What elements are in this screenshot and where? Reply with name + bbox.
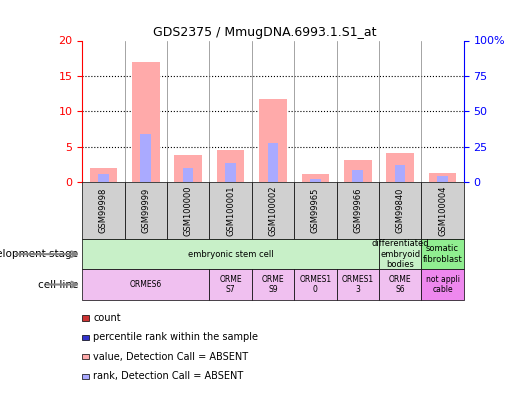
Bar (252, 269, 294, 300)
Bar (429, 173, 456, 182)
Text: GSM99999: GSM99999 (142, 188, 150, 233)
Text: value, Detection Call = ABSENT: value, Detection Call = ABSENT (93, 352, 249, 362)
Text: rank, Detection Call = ABSENT: rank, Detection Call = ABSENT (93, 371, 243, 381)
Bar (125, 182, 167, 239)
Text: ORME
S6: ORME S6 (389, 275, 411, 294)
Text: ORMES1
3: ORMES1 3 (342, 275, 374, 294)
Text: GSM99998: GSM99998 (99, 188, 108, 233)
Bar (252, 182, 294, 239)
Bar (437, 176, 448, 182)
Bar (302, 175, 329, 182)
Text: ORMES6: ORMES6 (130, 280, 162, 289)
Text: percentile rank within the sample: percentile rank within the sample (93, 333, 258, 342)
Text: ORME
S7: ORME S7 (219, 275, 242, 294)
Bar (352, 170, 363, 182)
Text: not appli
cable: not appli cable (426, 275, 460, 294)
Text: ORMES1
0: ORMES1 0 (299, 275, 331, 294)
Bar (310, 179, 321, 182)
Text: GSM99840: GSM99840 (396, 188, 404, 233)
Bar (395, 165, 405, 182)
Text: GSM100004: GSM100004 (438, 185, 447, 236)
Bar (140, 134, 151, 182)
Bar (379, 239, 421, 269)
Bar (225, 163, 236, 182)
Bar (132, 62, 160, 182)
Bar (82, 239, 379, 269)
Text: GSM99965: GSM99965 (311, 188, 320, 233)
Text: cell line: cell line (38, 279, 78, 290)
Bar (90, 168, 117, 182)
Bar (209, 182, 252, 239)
Bar (421, 269, 464, 300)
Bar (344, 160, 372, 182)
Bar (337, 182, 379, 239)
Bar (294, 269, 337, 300)
Bar (421, 182, 464, 239)
Text: GSM99966: GSM99966 (354, 188, 362, 233)
Text: embryonic stem cell: embryonic stem cell (188, 249, 273, 259)
Bar (174, 155, 202, 182)
Bar (268, 143, 278, 182)
Bar (337, 269, 379, 300)
Text: development stage: development stage (0, 249, 78, 259)
Bar (421, 239, 464, 269)
Text: GSM100001: GSM100001 (226, 185, 235, 236)
Bar (209, 269, 252, 300)
Bar (379, 182, 421, 239)
Text: differentiated
embryoid
bodies: differentiated embryoid bodies (372, 239, 429, 269)
Bar (294, 182, 337, 239)
Bar (167, 182, 209, 239)
Text: ORME
S9: ORME S9 (262, 275, 284, 294)
Bar (98, 175, 109, 182)
Bar (82, 269, 209, 300)
Text: GDS2375 / MmugDNA.6993.1.S1_at: GDS2375 / MmugDNA.6993.1.S1_at (153, 26, 377, 39)
Text: somatic
fibroblast: somatic fibroblast (422, 245, 462, 264)
Text: GSM100000: GSM100000 (184, 185, 192, 236)
Text: count: count (93, 313, 121, 323)
Bar (217, 149, 244, 182)
Bar (379, 269, 421, 300)
Bar (183, 168, 193, 182)
Text: GSM100002: GSM100002 (269, 185, 277, 236)
Bar (259, 99, 287, 182)
Bar (82, 182, 125, 239)
Bar (386, 153, 414, 182)
